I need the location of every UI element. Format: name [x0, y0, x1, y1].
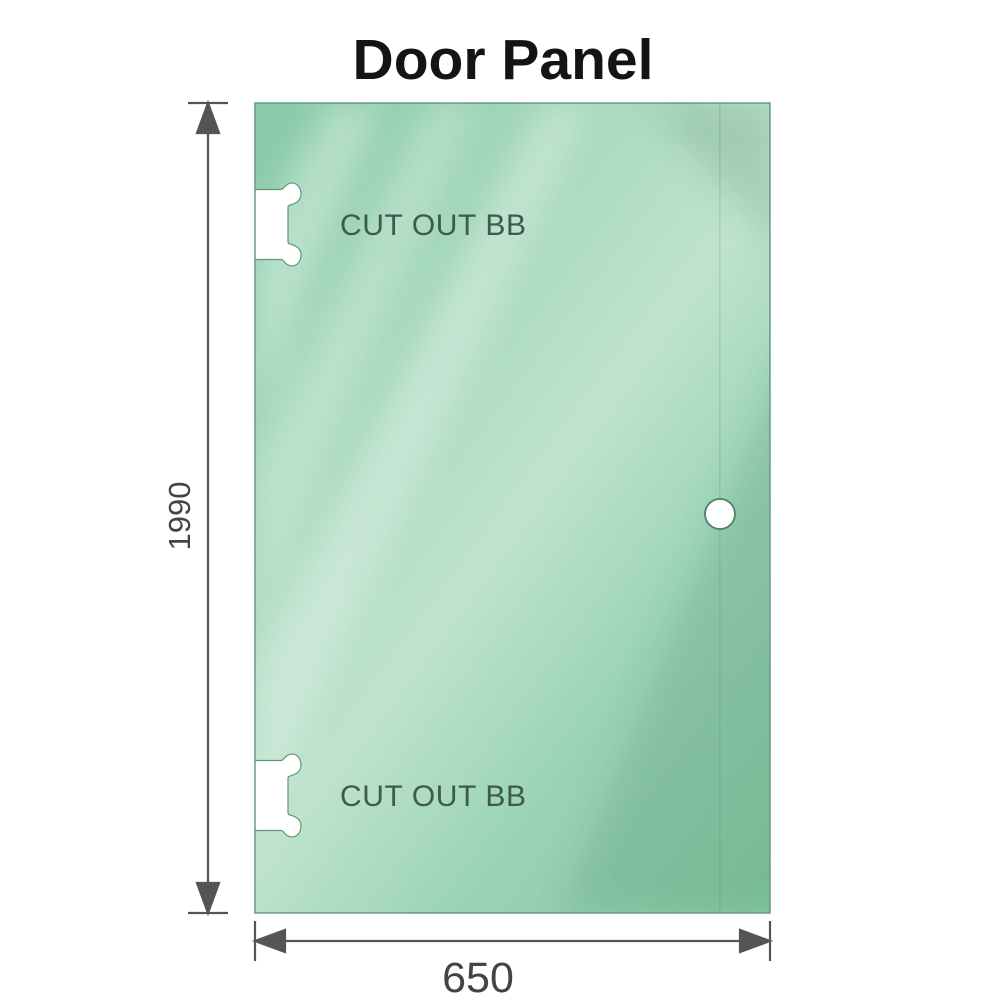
svg-text:1990: 1990 [162, 482, 197, 551]
svg-text:CUT OUT BB: CUT OUT BB [340, 780, 527, 813]
svg-text:Door Panel: Door Panel [353, 28, 654, 92]
svg-text:CUT OUT BB: CUT OUT BB [340, 209, 527, 242]
svg-text:650: 650 [442, 954, 514, 1000]
